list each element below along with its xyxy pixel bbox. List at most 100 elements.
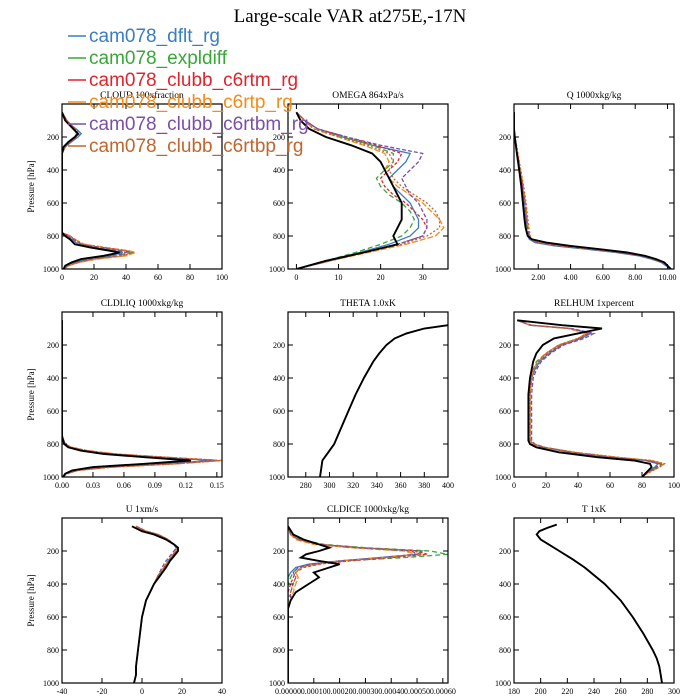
legend-label: cam078_dflt_rg bbox=[89, 26, 220, 47]
series-line-7 bbox=[131, 525, 179, 683]
panel-title: T 1xK bbox=[582, 505, 607, 515]
x-tick-label: 220 bbox=[561, 687, 573, 696]
x-tick-label: 200 bbox=[535, 687, 547, 696]
y-tick-label: 200 bbox=[273, 547, 285, 556]
x-tick-label: 10.00 bbox=[659, 273, 677, 282]
x-tick-label: 40 bbox=[574, 481, 582, 490]
x-tick-label: 8.00 bbox=[628, 273, 642, 282]
series-line-7 bbox=[62, 320, 192, 477]
y-axis-label: Pressure [hPa] bbox=[26, 368, 36, 420]
x-tick-label: 0.00020 bbox=[327, 687, 353, 696]
y-tick-label: 400 bbox=[47, 166, 59, 175]
x-tick-label: 0.15 bbox=[210, 481, 224, 490]
series-line-4 bbox=[514, 112, 672, 269]
legend-label: cam078_clubb_c6rtbm_rg bbox=[89, 114, 309, 135]
x-tick-label: 4.00 bbox=[564, 273, 578, 282]
x-tick-label: 320 bbox=[347, 481, 359, 490]
x-tick-label: 0.00030 bbox=[352, 687, 378, 696]
plot-frame bbox=[287, 103, 449, 270]
panel-title: CLDICE 1000xkg/kg bbox=[327, 505, 409, 515]
x-tick-label: 180 bbox=[508, 687, 520, 696]
series-line-2 bbox=[288, 526, 448, 683]
series-line-3 bbox=[62, 320, 222, 477]
y-tick-label: 200 bbox=[499, 341, 511, 350]
x-tick-label: 300 bbox=[323, 481, 335, 490]
legend-label: cam078_clubb_c6rtp_rg bbox=[89, 92, 293, 113]
series-line-4 bbox=[62, 320, 222, 477]
series-line-4 bbox=[133, 525, 179, 683]
y-tick-label: 200 bbox=[499, 547, 511, 556]
y-tick-label: 400 bbox=[273, 166, 285, 175]
series-line-7 bbox=[514, 112, 672, 269]
x-tick-label: 60 bbox=[606, 481, 614, 490]
x-tick-label: 40 bbox=[122, 273, 130, 282]
y-axis-label: Pressure [hPa] bbox=[26, 160, 36, 212]
x-tick-label: 80 bbox=[638, 481, 646, 490]
x-tick-label: 30 bbox=[419, 273, 427, 282]
plot-frame bbox=[513, 311, 675, 478]
x-tick-label: 20 bbox=[178, 687, 186, 696]
x-tick-label: 340 bbox=[371, 481, 383, 490]
x-tick-label: 400 bbox=[442, 481, 454, 490]
x-tick-label: 380 bbox=[418, 481, 430, 490]
y-axis-label: Pressure [hPa] bbox=[26, 574, 36, 626]
x-tick-label: 260 bbox=[615, 687, 627, 696]
panel-5: 200 400 600 800 1000 280 300 320 340 360 380 400 THE… bbox=[269, 299, 454, 490]
y-tick-label: 600 bbox=[273, 407, 285, 416]
y-tick-label: 600 bbox=[499, 407, 511, 416]
series-line-5 bbox=[295, 111, 428, 269]
panel-2: 200 400 600 800 1000 0 10 20 30 OMEGA 864xPa/s bbox=[269, 91, 449, 282]
y-tick-label: 200 bbox=[273, 133, 285, 142]
x-tick-label: 40 bbox=[218, 687, 226, 696]
y-tick-label: 400 bbox=[499, 166, 511, 175]
x-tick-label: 0.12 bbox=[179, 481, 193, 490]
y-tick-label: 600 bbox=[273, 199, 285, 208]
y-tick-label: 1000 bbox=[43, 265, 59, 274]
series-line-3 bbox=[133, 525, 179, 683]
plot-frame bbox=[61, 103, 223, 270]
panel-title: Q 1000xkg/kg bbox=[567, 91, 622, 101]
y-tick-label: 1000 bbox=[269, 265, 285, 274]
panel-7: 200 400 600 800 1000-40 -20 0 20 40 U 1xm/s Pressu… bbox=[26, 505, 226, 696]
series-line-5 bbox=[516, 319, 661, 477]
series-line-6 bbox=[62, 320, 220, 477]
series-line-3 bbox=[514, 112, 672, 269]
y-tick-label: 1000 bbox=[269, 679, 285, 688]
legend-label: cam078_clubb_c6rtm_rg bbox=[89, 70, 298, 91]
y-tick-label: 600 bbox=[47, 199, 59, 208]
series-line-5 bbox=[288, 526, 419, 683]
y-tick-label: 800 bbox=[499, 440, 511, 449]
x-tick-label: 80 bbox=[186, 273, 194, 282]
series-line-6 bbox=[516, 319, 666, 477]
x-tick-label: 0 bbox=[60, 273, 64, 282]
series-line-2 bbox=[295, 111, 416, 269]
series-line-4 bbox=[295, 111, 445, 269]
y-tick-label: 600 bbox=[499, 613, 511, 622]
y-tick-label: 1000 bbox=[269, 473, 285, 482]
series-line-3 bbox=[288, 526, 428, 683]
x-tick-label: 300 bbox=[668, 687, 680, 696]
panel-title: CLOUD 100xfraction bbox=[100, 90, 184, 101]
plot-frame bbox=[61, 311, 223, 478]
series-line-5 bbox=[514, 112, 672, 269]
y-tick-label: 800 bbox=[273, 646, 285, 655]
series-line-6 bbox=[295, 111, 441, 269]
panel-3: 200 400 600 800 1000 2.00 4.00 6.00 8.00 10.00 Q 1… bbox=[495, 91, 677, 282]
y-tick-label: 200 bbox=[499, 133, 511, 142]
panel-title: THETA 1.0xK bbox=[340, 299, 396, 309]
series-line-7 bbox=[319, 324, 448, 477]
series-line-7 bbox=[517, 319, 653, 477]
y-tick-label: 400 bbox=[273, 374, 285, 383]
x-tick-label: 0.00050 bbox=[404, 687, 430, 696]
x-tick-label: 0.00 bbox=[55, 481, 69, 490]
series-line-7 bbox=[295, 111, 403, 269]
legend: cam078_dflt_rgcam078_expldiffcam078_club… bbox=[68, 26, 309, 157]
y-tick-label: 1000 bbox=[43, 473, 59, 482]
y-tick-label: 200 bbox=[47, 133, 59, 142]
x-tick-label: 360 bbox=[395, 481, 407, 490]
x-tick-label: 20 bbox=[90, 273, 98, 282]
panel-title: U 1xm/s bbox=[126, 505, 159, 515]
x-tick-label: 0.00060 bbox=[430, 687, 456, 696]
